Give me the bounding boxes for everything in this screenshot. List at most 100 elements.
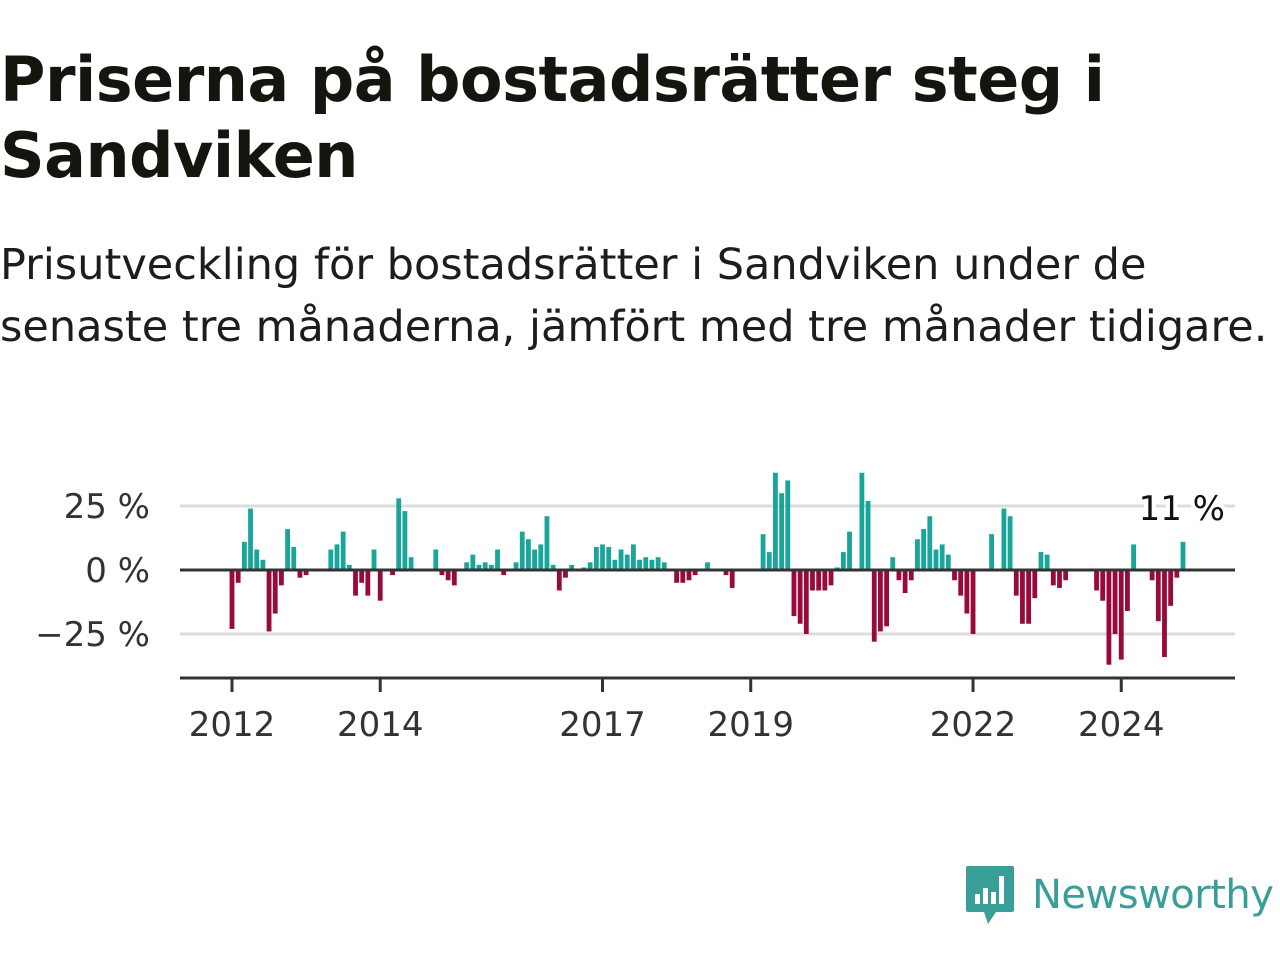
bar	[451, 570, 457, 586]
bar	[1131, 544, 1137, 570]
bar	[365, 570, 371, 596]
bar	[606, 546, 612, 570]
bar	[593, 546, 599, 570]
bar	[556, 570, 562, 591]
bar	[865, 500, 871, 570]
bar	[927, 516, 933, 570]
bar	[402, 511, 408, 570]
bar	[346, 564, 352, 570]
bar	[791, 570, 797, 617]
bar	[359, 570, 365, 583]
bar	[1007, 516, 1013, 570]
bar	[630, 544, 636, 570]
bar	[760, 534, 766, 570]
bar	[235, 570, 241, 583]
bar	[439, 570, 445, 576]
x-tick-label: 2014	[337, 705, 424, 745]
bar	[1118, 570, 1124, 660]
bar	[550, 564, 556, 570]
bar	[408, 557, 414, 570]
bar	[878, 570, 883, 632]
bar	[890, 557, 896, 570]
bar	[1100, 570, 1106, 601]
bar	[655, 557, 661, 570]
bar	[945, 554, 951, 570]
bar	[464, 562, 470, 570]
bar	[1050, 570, 1056, 586]
bar	[488, 564, 494, 570]
x-tick-label: 2024	[1078, 705, 1165, 745]
bar	[278, 570, 284, 586]
bar	[964, 570, 970, 614]
bar	[303, 570, 309, 576]
bar	[871, 570, 877, 642]
bar	[915, 539, 920, 570]
bar	[902, 570, 908, 594]
bar	[334, 544, 340, 570]
bar	[1106, 570, 1112, 665]
y-tick-label: −25 %	[35, 615, 150, 655]
bar	[526, 539, 531, 570]
bar	[908, 570, 914, 581]
bar	[1155, 570, 1161, 622]
bar	[686, 570, 692, 581]
bar	[692, 570, 698, 576]
bar	[433, 549, 439, 570]
bar	[340, 531, 346, 570]
x-tick-label: 2022	[930, 705, 1017, 745]
bar	[476, 564, 482, 570]
bar	[1020, 570, 1025, 624]
x-tick-label: 2019	[707, 705, 794, 745]
newsworthy-logo-icon	[966, 866, 1014, 924]
bar	[260, 559, 266, 570]
bar	[643, 557, 649, 570]
bar	[723, 570, 729, 576]
bar	[1057, 570, 1062, 588]
bar	[1063, 570, 1069, 581]
bar	[1168, 570, 1174, 606]
bar	[612, 559, 618, 570]
bar	[816, 570, 822, 591]
bar	[989, 534, 994, 570]
bar	[519, 531, 525, 570]
bar	[532, 549, 537, 570]
bar	[1162, 570, 1167, 658]
bar	[501, 570, 507, 576]
bar	[353, 570, 358, 596]
bar	[921, 529, 927, 570]
bar	[828, 570, 834, 586]
bar	[396, 498, 402, 570]
bar	[482, 562, 488, 570]
bar	[884, 570, 889, 627]
bar	[661, 562, 667, 570]
y-tick-label: 25 %	[64, 487, 150, 527]
bar	[291, 546, 297, 570]
bar	[939, 544, 945, 570]
bar	[513, 562, 519, 570]
bar	[1044, 554, 1050, 570]
bar	[1149, 570, 1155, 581]
bar	[773, 472, 778, 570]
bar	[377, 570, 383, 601]
bar	[297, 570, 303, 578]
bar	[266, 570, 272, 632]
bar	[272, 570, 278, 614]
chart-subtitle: Prisutveckling för bostadsrätter i Sandv…	[0, 240, 1268, 352]
bar	[840, 552, 846, 570]
bar	[229, 570, 235, 629]
bar	[674, 570, 680, 583]
x-tick-label: 2012	[189, 705, 276, 745]
bar	[649, 559, 655, 570]
bar	[637, 559, 642, 570]
bar	[624, 554, 630, 570]
bar	[958, 570, 964, 596]
last-value-label: 11 %	[1139, 489, 1225, 529]
bar	[810, 570, 815, 591]
bar	[563, 570, 568, 578]
bar	[587, 562, 593, 570]
bar	[766, 552, 772, 570]
bar	[285, 529, 290, 570]
bar	[1013, 570, 1019, 596]
bar-chart: 25 % 0 % −25 % 2012 2014 2017 2019 2022 2024 11 %…	[35, 472, 1235, 745]
bar	[729, 570, 735, 588]
